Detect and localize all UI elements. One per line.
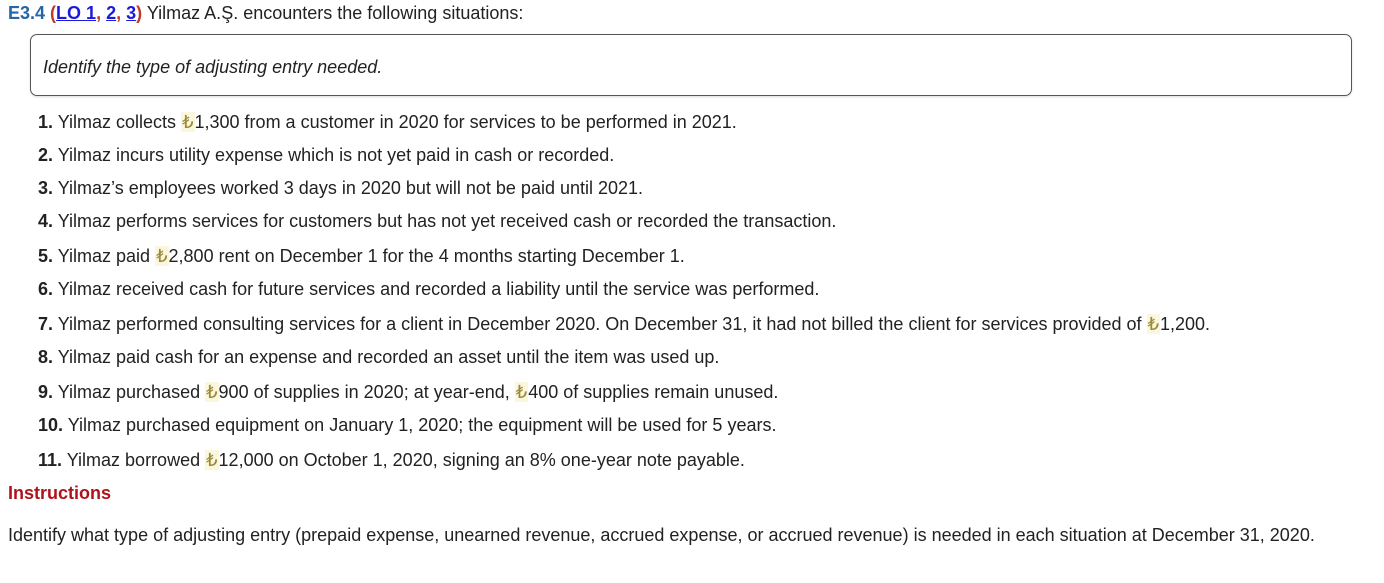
close-paren: ) [136, 3, 143, 23]
lira-symbol: ₺ [1146, 314, 1161, 334]
item-number: 2. [38, 145, 54, 165]
item-number: 9. [38, 382, 54, 402]
item-number: 7. [38, 314, 54, 334]
lo-1-link[interactable]: LO 1 [56, 3, 97, 23]
item-number: 11. [38, 450, 63, 470]
item-text: Yilmaz borrowed [62, 450, 206, 470]
lo-3-link[interactable]: 3 [126, 3, 137, 23]
item-text: Yilmaz received cash for future services… [53, 279, 820, 299]
item-text: Yilmaz purchased [53, 382, 206, 402]
item-text: Yilmaz incurs utility expense which is n… [53, 145, 615, 165]
exercise-header: E3.4 (LO 1, 2, 3) Yilmaz A.Ş. encounters… [8, 2, 523, 24]
situation-item: 7. Yilmaz performed consulting services … [38, 313, 1210, 335]
prompt-text: Identify the type of adjusting entry nee… [43, 57, 383, 77]
lira-symbol: ₺ [205, 382, 219, 402]
item-text: Yilmaz purchased equipment on January 1,… [63, 415, 777, 435]
instructions-text: Identify what type of adjusting entry (p… [8, 525, 1315, 545]
situation-item: 9. Yilmaz purchased ₺900 of supplies in … [38, 381, 778, 403]
item-text: 12,000 on October 1, 2020, signing an 8%… [218, 450, 745, 470]
item-text: Yilmaz performed consulting services for… [53, 314, 1147, 334]
item-number: 3. [38, 178, 54, 198]
item-number: 1. [38, 112, 54, 132]
item-number: 8. [38, 347, 54, 367]
lo-2-link[interactable]: 2 [106, 3, 117, 23]
item-text: 900 of supplies in 2020; at year-end, [218, 382, 515, 402]
exercise-number: E3.4 [8, 3, 46, 23]
item-text: Yilmaz performs services for customers b… [53, 211, 837, 231]
lira-symbol: ₺ [181, 112, 195, 132]
lira-symbol: ₺ [155, 246, 169, 266]
item-text: Yilmaz’s employees worked 3 days in 2020… [53, 178, 644, 198]
situation-item: 5. Yilmaz paid ₺2,800 rent on December 1… [38, 245, 685, 267]
comma-1: , [96, 3, 102, 23]
prompt-box: Identify the type of adjusting entry nee… [30, 34, 1352, 96]
item-number: 5. [38, 246, 54, 266]
item-text: 2,800 rent on December 1 for the 4 month… [168, 246, 685, 266]
situation-item: 8. Yilmaz paid cash for an expense and r… [38, 346, 719, 368]
situation-item: 6. Yilmaz received cash for future servi… [38, 278, 819, 300]
comma-2: , [116, 3, 122, 23]
item-text: 1,200. [1160, 314, 1211, 334]
item-text: Yilmaz collects [53, 112, 182, 132]
header-text: Yilmaz A.Ş. encounters the following sit… [142, 3, 524, 23]
open-paren: ( [50, 3, 57, 23]
item-text: 400 of supplies remain unused. [528, 382, 779, 402]
situation-item: 11. Yilmaz borrowed ₺12,000 on October 1… [38, 449, 745, 471]
item-number: 6. [38, 279, 54, 299]
lira-symbol: ₺ [514, 382, 529, 402]
item-number: 4. [38, 211, 54, 231]
situation-item: 2. Yilmaz incurs utility expense which i… [38, 144, 614, 166]
situation-item: 1. Yilmaz collects ₺1,300 from a custome… [38, 111, 737, 133]
item-text: Yilmaz paid cash for an expense and reco… [53, 347, 720, 367]
item-number: 10. [38, 415, 64, 435]
instructions-heading: Instructions [8, 483, 112, 503]
situation-item: 10. Yilmaz purchased equipment on Januar… [38, 414, 776, 436]
lira-symbol: ₺ [205, 450, 219, 470]
situation-item: 4. Yilmaz performs services for customer… [38, 210, 836, 232]
situation-item: 3. Yilmaz’s employees worked 3 days in 2… [38, 177, 643, 199]
item-text: Yilmaz paid [53, 246, 156, 266]
item-text: 1,300 from a customer in 2020 for servic… [194, 112, 737, 132]
